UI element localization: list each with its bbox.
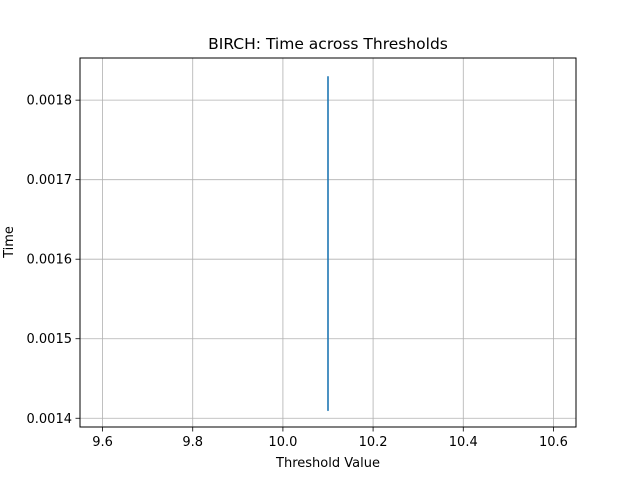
x-tick-label: 10.0 xyxy=(268,435,297,450)
chart-title: BIRCH: Time across Thresholds xyxy=(208,35,448,53)
y-tick-label: 0.0018 xyxy=(27,94,73,109)
y-axis-label: Time xyxy=(2,226,17,259)
y-axis-ticks: 0.0014 0.0015 0.0016 0.0017 0.0018 xyxy=(27,94,80,427)
y-tick-label: 0.0016 xyxy=(27,253,73,268)
x-tick-label: 10.6 xyxy=(539,435,568,450)
x-tick-label: 9.8 xyxy=(182,435,203,450)
x-tick-label: 9.6 xyxy=(92,435,113,450)
y-tick-label: 0.0015 xyxy=(27,332,73,347)
y-tick-label: 0.0014 xyxy=(27,412,73,427)
x-tick-label: 10.2 xyxy=(359,435,388,450)
x-axis-label: Threshold Value xyxy=(275,456,380,471)
x-axis-ticks: 9.6 9.8 10.0 10.2 10.4 10.6 xyxy=(92,427,568,450)
y-tick-label: 0.0017 xyxy=(27,173,73,188)
plot-frame xyxy=(79,57,577,428)
x-tick-label: 10.4 xyxy=(449,435,478,450)
